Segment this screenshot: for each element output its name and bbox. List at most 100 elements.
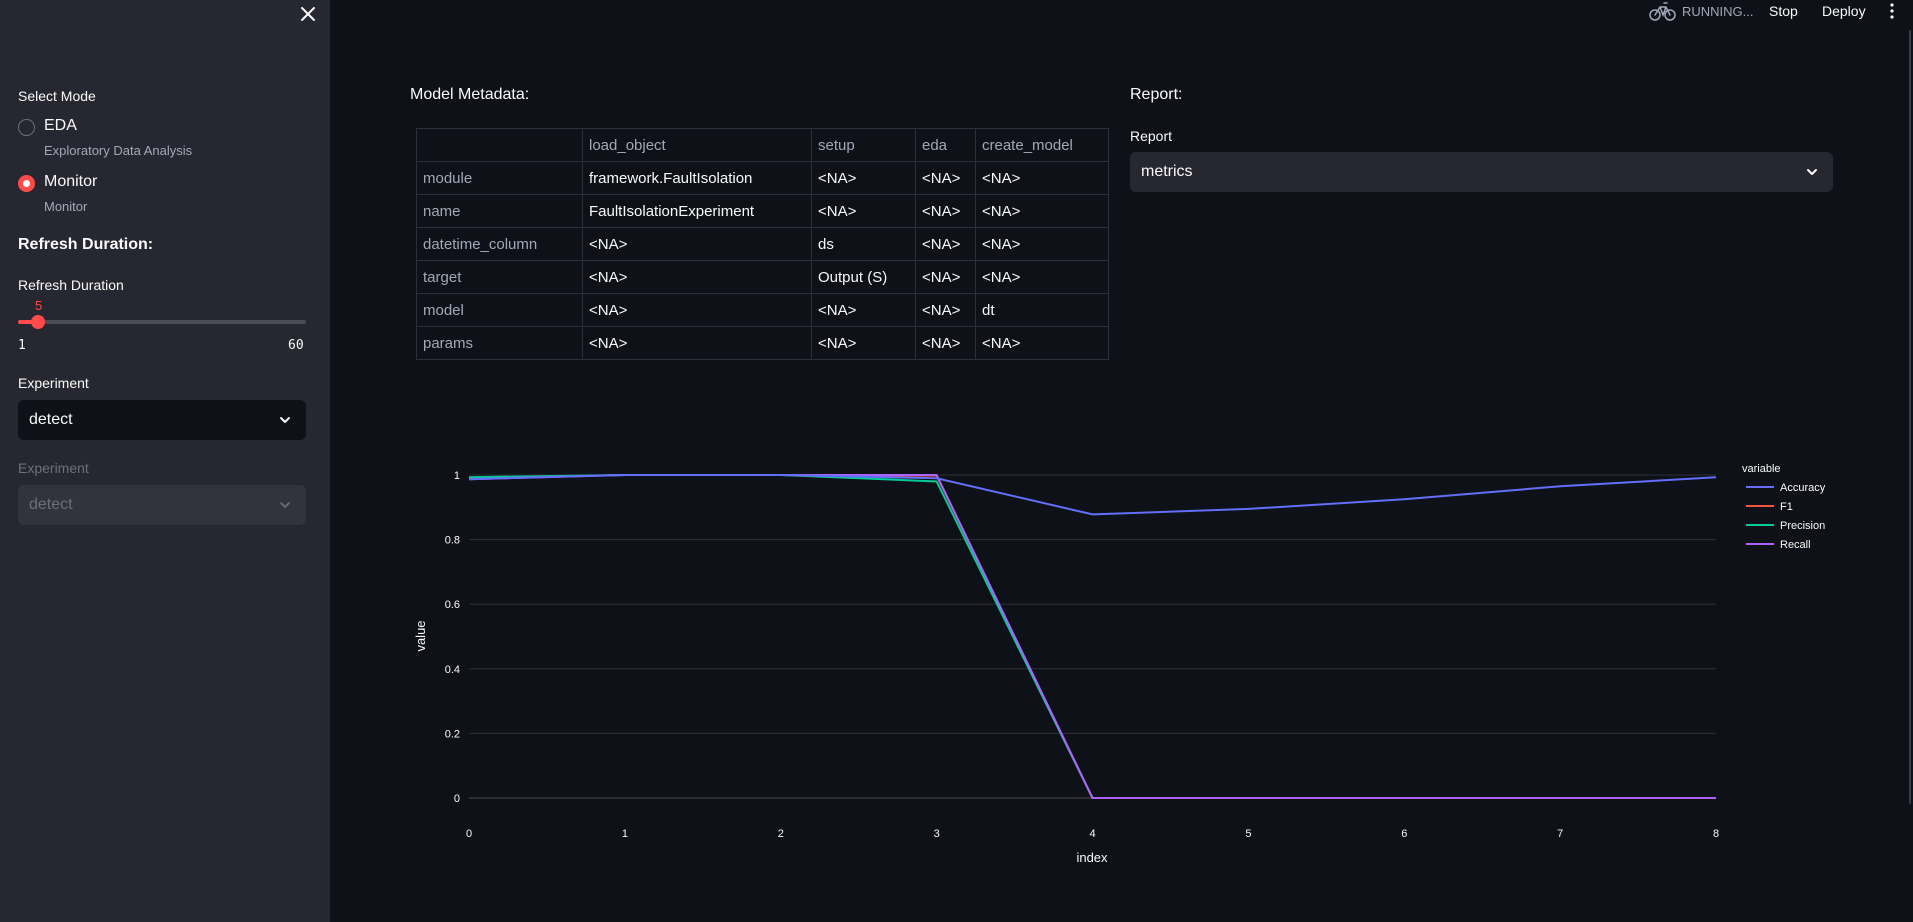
y-tick-label: 0.2: [445, 728, 460, 740]
table-row: params <NA> <NA> <NA> <NA>: [416, 326, 1109, 360]
table-cell: FaultIsolationExperiment: [582, 194, 812, 228]
table-cell: <NA>: [915, 161, 976, 195]
table-row-header: name: [416, 194, 583, 228]
radio-eda[interactable]: EDA Exploratory Data Analysis: [18, 117, 192, 158]
x-tick-label: 6: [1401, 828, 1407, 840]
table-row: model <NA> <NA> <NA> dt: [416, 293, 1109, 327]
series-line-accuracy: [468, 474, 1717, 516]
table-cell: <NA>: [915, 227, 976, 261]
table-cell: <NA>: [582, 227, 812, 261]
table-cell: <NA>: [975, 227, 1109, 261]
chevron-down-icon: [1807, 169, 1817, 175]
table-cell: <NA>: [975, 260, 1109, 294]
running-status: RUNNING...: [1682, 3, 1754, 19]
table-header-cell: create_model: [975, 128, 1109, 162]
radio-monitor[interactable]: Monitor Monitor: [18, 173, 97, 214]
select-mode-label: Select Mode: [18, 88, 96, 104]
table-row-header: module: [416, 161, 583, 195]
table-cell: Output (S): [811, 260, 916, 294]
report-select[interactable]: metrics: [1130, 152, 1833, 192]
refresh-duration-slider[interactable]: [18, 315, 306, 329]
table-cell: <NA>: [915, 194, 976, 228]
chevron-down-icon: [280, 502, 290, 508]
table-header-row: load_object setup eda create_model: [416, 128, 1109, 162]
sidebar: Select Mode EDA Exploratory Data Analysi…: [0, 0, 330, 922]
refresh-duration-heading: Refresh Duration:: [18, 236, 154, 253]
close-sidebar-button[interactable]: [296, 2, 320, 26]
table-header-cell: setup: [811, 128, 916, 162]
metadata-title: Model Metadata:: [410, 86, 530, 103]
x-axis-label: index: [1076, 850, 1108, 865]
table-header-cell: [416, 128, 583, 162]
table-cell: <NA>: [811, 293, 916, 327]
radio-monitor-circle[interactable]: [18, 175, 35, 192]
table-cell: <NA>: [915, 326, 976, 360]
table-row-header: target: [416, 260, 583, 294]
radio-eda-label: EDA: [44, 117, 77, 134]
table-row: target <NA> Output (S) <NA> <NA>: [416, 260, 1109, 294]
table-cell: dt: [975, 293, 1109, 327]
table-row-header: model: [416, 293, 583, 327]
experiment-select-value: detect: [29, 411, 73, 428]
x-tick-label: 8: [1713, 828, 1719, 840]
legend-label[interactable]: F1: [1780, 501, 1793, 513]
legend-title: variable: [1742, 463, 1781, 475]
legend-label[interactable]: Precision: [1780, 520, 1825, 532]
x-tick-label: 2: [778, 828, 784, 840]
radio-monitor-caption: Monitor: [44, 199, 88, 214]
chevron-down-icon: [280, 417, 290, 423]
report-label: Report: [1130, 128, 1173, 144]
main-menu-button[interactable]: [1886, 0, 1898, 22]
slider-thumb[interactable]: [30, 315, 45, 329]
y-tick-label: 1: [454, 470, 460, 482]
series-line-precision: [468, 474, 1716, 799]
table-cell: <NA>: [582, 326, 812, 360]
x-tick-label: 1: [622, 828, 628, 840]
close-icon: [301, 7, 315, 21]
slider-value: 5: [35, 298, 43, 313]
report-title: Report:: [1130, 86, 1183, 103]
table-header-cell: eda: [915, 128, 976, 162]
experiment-select[interactable]: detect: [18, 400, 306, 440]
radio-monitor-label: Monitor: [44, 173, 98, 190]
table-cell: <NA>: [975, 326, 1109, 360]
series-line-f1: [468, 474, 1716, 799]
experiment-disabled-value: detect: [29, 496, 73, 513]
experiment-select-disabled: detect: [18, 485, 306, 525]
table-cell: <NA>: [582, 260, 812, 294]
table-cell: <NA>: [975, 194, 1109, 228]
legend-label[interactable]: Accuracy: [1780, 482, 1826, 494]
slider-min: 1: [18, 338, 26, 353]
table-cell: <NA>: [811, 326, 916, 360]
radio-eda-circle[interactable]: [18, 119, 35, 136]
table-cell: ds: [811, 227, 916, 261]
table-row: datetime_column <NA> ds <NA> <NA>: [416, 227, 1109, 261]
deploy-button[interactable]: Deploy: [1822, 3, 1866, 19]
scrollbar[interactable]: [1909, 30, 1911, 804]
x-tick-label: 0: [466, 828, 472, 840]
refresh-duration-label: Refresh Duration: [18, 277, 124, 293]
table-row: name FaultIsolationExperiment <NA> <NA> …: [416, 194, 1109, 228]
table-row: module framework.FaultIsolation <NA> <NA…: [416, 161, 1109, 195]
series-line-recall: [468, 474, 1716, 799]
table-header-cell: load_object: [582, 128, 812, 162]
slider-fill: [18, 320, 38, 324]
y-tick-label: 0.6: [445, 599, 460, 611]
x-tick-label: 3: [934, 828, 940, 840]
table-cell: <NA>: [811, 194, 916, 228]
running-bike-icon: [1649, 2, 1676, 21]
x-tick-label: 4: [1089, 828, 1095, 840]
table-cell: <NA>: [975, 161, 1109, 195]
y-tick-label: 0.8: [445, 535, 460, 547]
report-select-value: metrics: [1141, 163, 1193, 180]
stop-button[interactable]: Stop: [1769, 3, 1798, 19]
radio-eda-caption: Exploratory Data Analysis: [44, 143, 193, 158]
x-tick-label: 5: [1245, 828, 1251, 840]
slider-max: 60: [288, 338, 304, 353]
table-cell: <NA>: [811, 161, 916, 195]
y-axis-label: value: [413, 620, 428, 651]
x-tick-label: 7: [1557, 828, 1563, 840]
legend-label[interactable]: Recall: [1780, 539, 1811, 551]
table-cell: <NA>: [915, 293, 976, 327]
table-cell: <NA>: [582, 293, 812, 327]
